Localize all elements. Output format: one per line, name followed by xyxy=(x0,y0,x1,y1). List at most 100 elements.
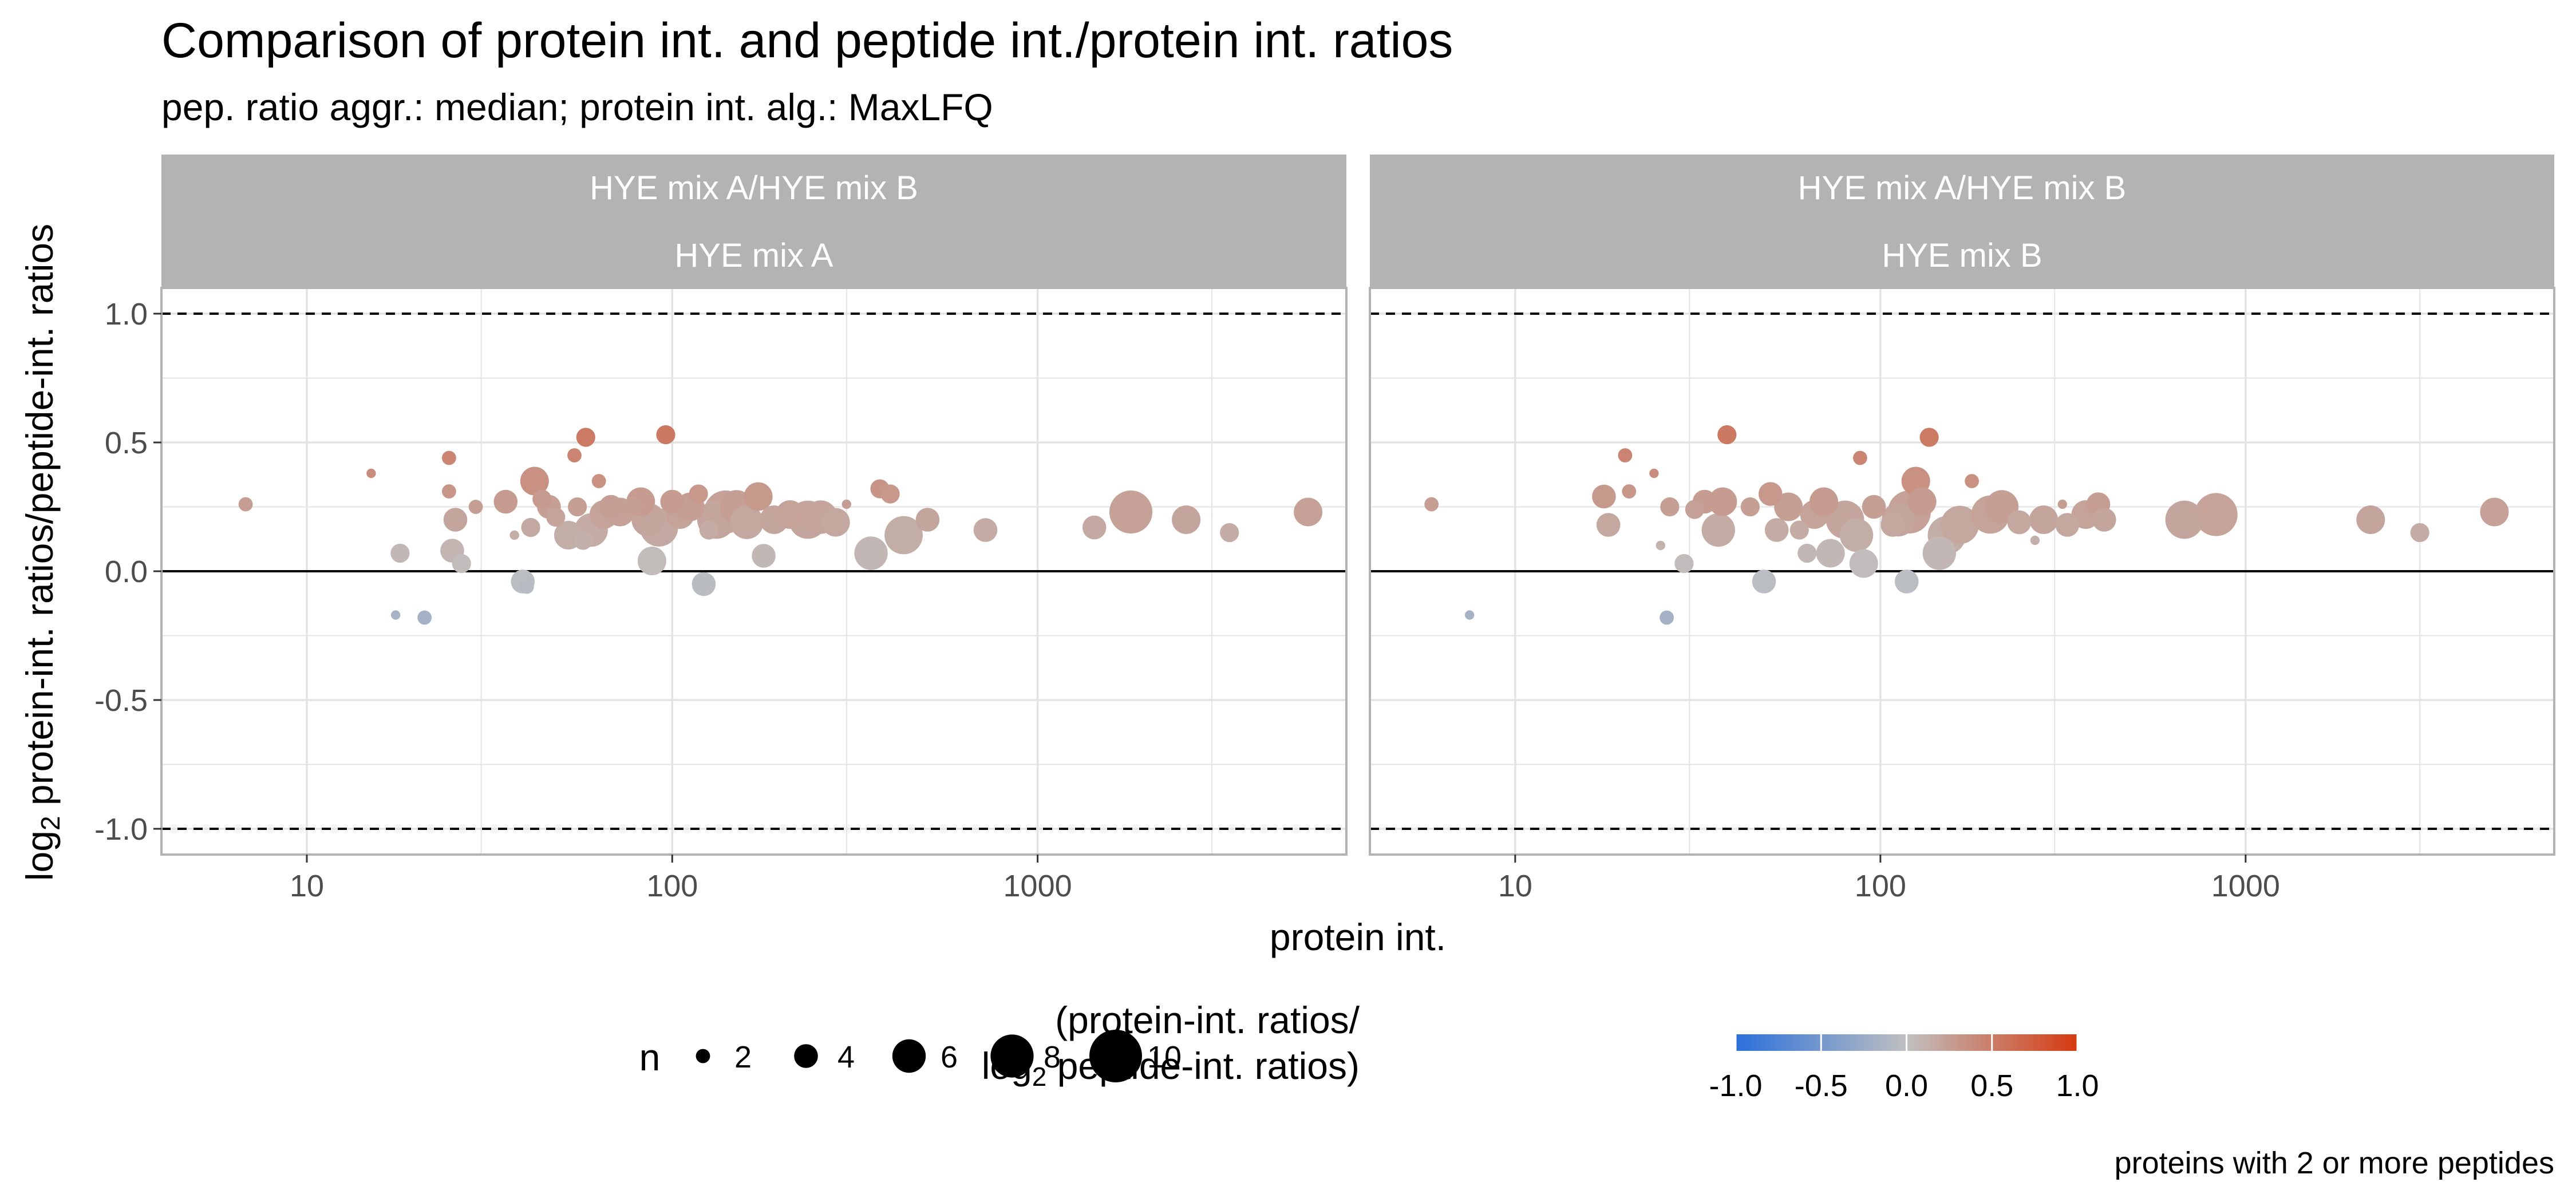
data-point xyxy=(1774,492,1803,521)
data-point xyxy=(1082,515,1107,540)
data-point xyxy=(689,484,708,504)
data-point xyxy=(1849,549,1878,578)
data-point xyxy=(623,497,642,517)
facet-strip-label-top: HYE mix A/HYE mix B xyxy=(1798,169,2127,207)
data-point xyxy=(1660,610,1674,625)
data-point xyxy=(2480,497,2509,527)
data-point xyxy=(452,553,471,574)
data-point xyxy=(1109,490,1153,534)
data-point xyxy=(1862,495,1886,519)
data-point xyxy=(521,517,540,537)
data-point xyxy=(884,516,923,555)
data-point xyxy=(2410,523,2429,543)
color-legend: (protein-int. ratios/ log2 peptide-int. … xyxy=(982,999,2099,1103)
data-point xyxy=(1701,513,1735,547)
data-point xyxy=(1853,450,1867,465)
data-point xyxy=(1839,518,1874,552)
x-tick-label: 1000 xyxy=(1003,869,1072,903)
data-point xyxy=(915,508,940,532)
data-point xyxy=(841,499,852,509)
size-legend-key xyxy=(1089,1030,1142,1082)
data-point xyxy=(1708,487,1737,516)
data-point xyxy=(2055,513,2080,537)
data-point xyxy=(1685,500,1704,519)
data-point xyxy=(1789,520,1809,540)
x-tick-label: 100 xyxy=(1855,869,1906,903)
size-legend-label: 4 xyxy=(837,1040,855,1074)
color-bar-label: 0.5 xyxy=(1970,1069,2013,1103)
data-point xyxy=(1660,497,1680,517)
x-axis-ticks: 10 100 1000 10 100 1000 xyxy=(290,855,2280,903)
data-point xyxy=(568,497,587,517)
data-point xyxy=(1764,518,1789,542)
data-point xyxy=(390,543,410,563)
data-point xyxy=(2092,508,2116,532)
color-legend-title-line2: log2 peptide-int. ratios) xyxy=(982,1045,1360,1092)
data-point xyxy=(2030,535,2040,545)
y-tick-label: 1.0 xyxy=(105,297,148,331)
data-point xyxy=(442,450,456,465)
size-legend-key xyxy=(990,1034,1034,1078)
data-point xyxy=(2007,510,2032,535)
facet-strip xyxy=(1370,155,2554,288)
data-point xyxy=(2356,505,2385,534)
color-bar-label: -1.0 xyxy=(1709,1069,1762,1103)
data-point xyxy=(2165,500,2204,539)
data-point xyxy=(1740,497,1760,517)
data-point xyxy=(493,489,518,514)
data-point xyxy=(1797,543,1817,563)
y-tick-label: 0.0 xyxy=(105,555,148,589)
data-point xyxy=(576,428,595,447)
facet-strip-label-bottom: HYE mix B xyxy=(1882,237,2042,274)
x-tick-label: 1000 xyxy=(2211,869,2280,903)
x-tick-label: 10 xyxy=(1498,869,1532,903)
size-legend-key xyxy=(696,1049,710,1063)
data-point xyxy=(699,520,718,540)
y-axis-ticks: -1.0 -0.5 0.0 0.5 1.0 xyxy=(94,297,161,847)
chart-subtitle: pep. ratio aggr.: median; protein int. a… xyxy=(161,86,993,128)
data-point xyxy=(2057,499,2067,509)
facet-panel-2: HYE mix A/HYE mix B HYE mix B xyxy=(1369,155,2555,856)
data-point xyxy=(1220,523,1239,543)
data-point xyxy=(2029,505,2059,534)
data-point xyxy=(390,610,401,620)
facet-strip-label-top: HYE mix A/HYE mix B xyxy=(590,169,918,207)
y-tick-label: -0.5 xyxy=(94,683,148,718)
data-point xyxy=(1294,497,1323,527)
data-point xyxy=(1424,497,1439,512)
facet-panel-1: HYE mix A/HYE mix B HYE mix A xyxy=(160,155,1348,856)
data-point xyxy=(1880,513,1905,537)
color-bar-label: 0.0 xyxy=(1885,1069,1928,1103)
data-point xyxy=(1172,505,1201,534)
data-point xyxy=(599,495,623,519)
size-legend-label: 10 xyxy=(1147,1040,1182,1074)
data-point xyxy=(1816,539,1845,568)
size-legend-title: n xyxy=(639,1036,661,1078)
y-tick-label: -1.0 xyxy=(94,812,148,847)
data-point xyxy=(567,448,582,462)
color-bar-label: -0.5 xyxy=(1795,1069,1848,1103)
data-point xyxy=(366,468,376,479)
data-point xyxy=(1674,553,1694,574)
data-point xyxy=(1894,570,1919,594)
data-point xyxy=(1649,468,1659,479)
color-bar-label: 1.0 xyxy=(2056,1069,2099,1103)
data-point xyxy=(591,474,606,488)
data-point xyxy=(546,507,566,527)
data-point xyxy=(2194,493,2238,536)
data-point xyxy=(637,547,666,575)
data-point xyxy=(1596,513,1621,537)
data-point xyxy=(443,508,468,532)
data-point xyxy=(1465,610,1475,620)
data-point xyxy=(730,505,764,539)
size-legend: n 2 4 6 8 10 xyxy=(639,1030,1182,1082)
data-point xyxy=(660,489,685,514)
x-tick-label: 100 xyxy=(646,869,698,903)
data-point xyxy=(880,484,900,504)
data-point xyxy=(573,531,593,550)
data-point xyxy=(656,425,675,445)
data-point xyxy=(854,536,888,570)
data-point xyxy=(417,610,432,625)
